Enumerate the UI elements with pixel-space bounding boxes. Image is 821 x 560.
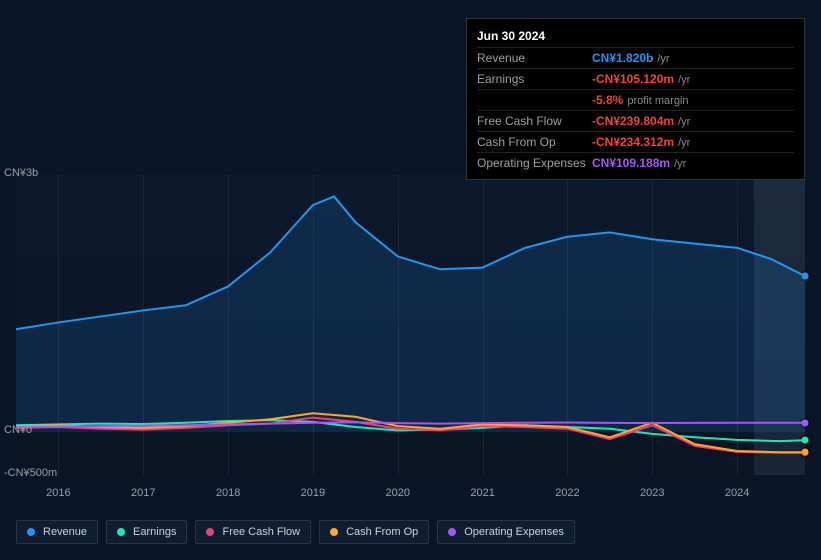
tooltip-row: Earnings-CN¥105.120m/yr: [477, 68, 794, 89]
legend-dot-icon: [206, 528, 214, 536]
x-axis-label: 2024: [725, 487, 749, 499]
tooltip-row-value: -CN¥234.312m: [592, 135, 674, 149]
x-axis-label: 2022: [555, 487, 579, 499]
legend-dot-icon: [330, 528, 338, 536]
series-area: [16, 196, 805, 432]
tooltip-row: Cash From Op-CN¥234.312m/yr: [477, 131, 794, 152]
financials-chart[interactable]: CN¥3b CN¥0 -CN¥500m 2016 2017 2018 2019 2020 20…: [0, 155, 821, 520]
legend-item[interactable]: Free Cash Flow: [195, 520, 311, 544]
legend-dot-icon: [448, 528, 456, 536]
legend-item[interactable]: Operating Expenses: [437, 520, 575, 544]
tooltip-row-suffix: /yr: [678, 74, 690, 86]
x-axis-label: 2017: [131, 487, 155, 499]
tooltip-sub-value: -5.8%: [592, 93, 623, 107]
tooltip-row: Free Cash Flow-CN¥239.804m/yr: [477, 110, 794, 131]
legend-dot-icon: [117, 528, 125, 536]
x-axis-label: 2016: [46, 487, 70, 499]
x-axis-label: 2020: [386, 487, 410, 499]
tooltip-row-value: -CN¥105.120m: [592, 72, 674, 86]
legend-dot-icon: [27, 528, 35, 536]
tooltip-row: RevenueCN¥1.820b/yr: [477, 47, 794, 68]
tooltip-sub-label: profit margin: [627, 95, 688, 107]
tooltip-row-value: -CN¥239.804m: [592, 114, 674, 128]
tooltip-row-suffix: /yr: [674, 158, 686, 170]
tooltip-row-suffix: /yr: [657, 53, 669, 65]
tooltip-row-label: Revenue: [477, 51, 592, 65]
chart-legend: Revenue Earnings Free Cash Flow Cash From O…: [16, 520, 575, 544]
x-axis-label: 2019: [301, 487, 325, 499]
legend-item[interactable]: Revenue: [16, 520, 98, 544]
tooltip-row-value: CN¥109.188m: [592, 156, 670, 170]
chart-svg: [16, 175, 805, 475]
legend-label: Operating Expenses: [464, 526, 564, 538]
tooltip-date: Jun 30 2024: [477, 25, 794, 47]
tooltip-row-label: Earnings: [477, 72, 592, 86]
chart-tooltip: Jun 30 2024 RevenueCN¥1.820b/yrEarnings-…: [466, 18, 805, 180]
legend-label: Revenue: [43, 526, 87, 538]
tooltip-row: Operating ExpensesCN¥109.188m/yr: [477, 152, 794, 173]
y-axis-label: CN¥3b: [4, 167, 38, 179]
x-axis-label: 2021: [470, 487, 494, 499]
x-axis-label: 2018: [216, 487, 240, 499]
tooltip-row-suffix: /yr: [678, 137, 690, 149]
tooltip-row-label: Free Cash Flow: [477, 114, 592, 128]
tooltip-row-value: CN¥1.820b: [592, 51, 653, 65]
tooltip-row-label: Cash From Op: [477, 135, 592, 149]
plot-area[interactable]: [16, 175, 805, 475]
legend-item[interactable]: Earnings: [106, 520, 187, 544]
y-axis-label: CN¥0: [4, 424, 32, 436]
legend-label: Free Cash Flow: [222, 526, 300, 538]
tooltip-row-suffix: /yr: [678, 116, 690, 128]
y-axis-label: -CN¥500m: [4, 467, 57, 479]
legend-label: Cash From Op: [346, 526, 418, 538]
tooltip-subrow: -5.8% profit margin: [477, 89, 794, 110]
tooltip-row-label: Operating Expenses: [477, 156, 592, 170]
legend-label: Earnings: [133, 526, 176, 538]
legend-item[interactable]: Cash From Op: [319, 520, 429, 544]
x-axis-label: 2023: [640, 487, 664, 499]
